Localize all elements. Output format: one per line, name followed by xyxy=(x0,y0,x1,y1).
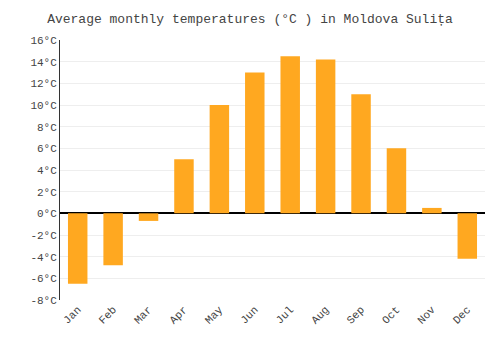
svg-text:Nov: Nov xyxy=(415,304,438,327)
svg-text:May: May xyxy=(203,304,226,327)
svg-text:-6°C: -6°C xyxy=(30,273,57,285)
svg-text:Oct: Oct xyxy=(380,304,402,326)
svg-text:-4°C: -4°C xyxy=(30,252,57,264)
svg-text:16°C: 16°C xyxy=(30,35,57,47)
svg-text:Jan: Jan xyxy=(61,304,83,326)
svg-text:Sep: Sep xyxy=(345,304,367,326)
svg-text:Dec: Dec xyxy=(451,304,473,326)
svg-text:0°C: 0°C xyxy=(37,208,57,220)
svg-text:Feb: Feb xyxy=(97,304,119,326)
svg-text:Jun: Jun xyxy=(238,304,260,326)
svg-text:8°C: 8°C xyxy=(37,122,57,134)
svg-text:-2°C: -2°C xyxy=(30,230,57,242)
svg-text:-8°C: -8°C xyxy=(30,295,57,307)
svg-text:6°C: 6°C xyxy=(37,143,57,155)
svg-text:Average monthly temperatures (: Average monthly temperatures (°C ) in Mo… xyxy=(47,12,453,27)
svg-text:2°C: 2°C xyxy=(37,187,57,199)
svg-text:Jul: Jul xyxy=(274,304,296,326)
svg-text:14°C: 14°C xyxy=(30,57,57,69)
svg-text:4°C: 4°C xyxy=(37,165,57,177)
svg-text:Aug: Aug xyxy=(309,304,331,326)
svg-text:10°C: 10°C xyxy=(30,100,57,112)
svg-text:12°C: 12°C xyxy=(30,78,57,90)
svg-text:Mar: Mar xyxy=(132,304,154,326)
svg-text:Apr: Apr xyxy=(167,304,189,326)
